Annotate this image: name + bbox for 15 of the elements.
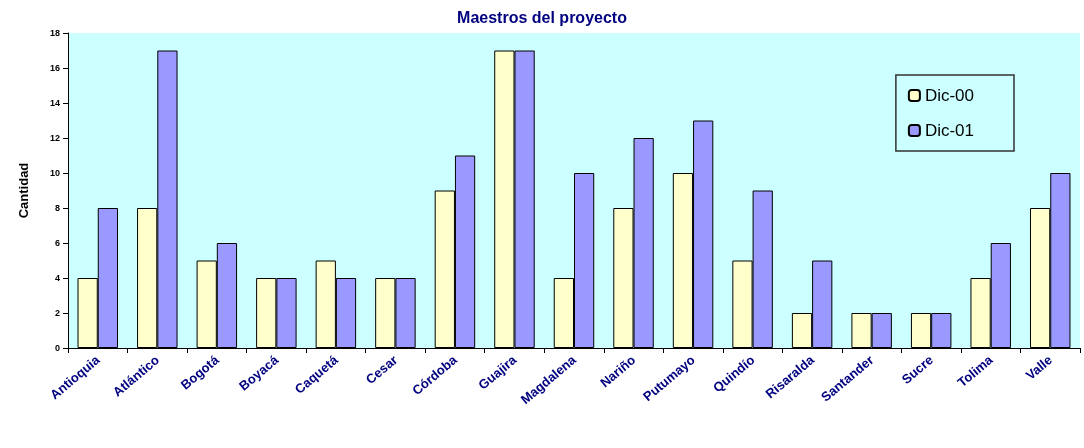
y-axis-title: Cantidad [16, 162, 31, 219]
y-tick-label: 8 [54, 203, 60, 213]
y-tick-label: 10 [49, 168, 60, 178]
x-tick-label: Valle [1022, 352, 1056, 383]
y-tick-label: 4 [54, 273, 60, 283]
y-tick-label: 2 [54, 308, 60, 318]
y-tick-label: 6 [54, 238, 60, 248]
y-tick-label: 12 [49, 133, 60, 143]
y-tick-label: 14 [49, 98, 60, 108]
y-tick-label: 0 [54, 343, 60, 353]
y-tick-label: 18 [49, 28, 60, 38]
legend-label: Dic-00 [924, 86, 974, 105]
chart-title: Maestros del proyecto [457, 8, 628, 26]
y-tick-label: 16 [49, 63, 60, 73]
legend-label: Dic-01 [924, 121, 974, 140]
